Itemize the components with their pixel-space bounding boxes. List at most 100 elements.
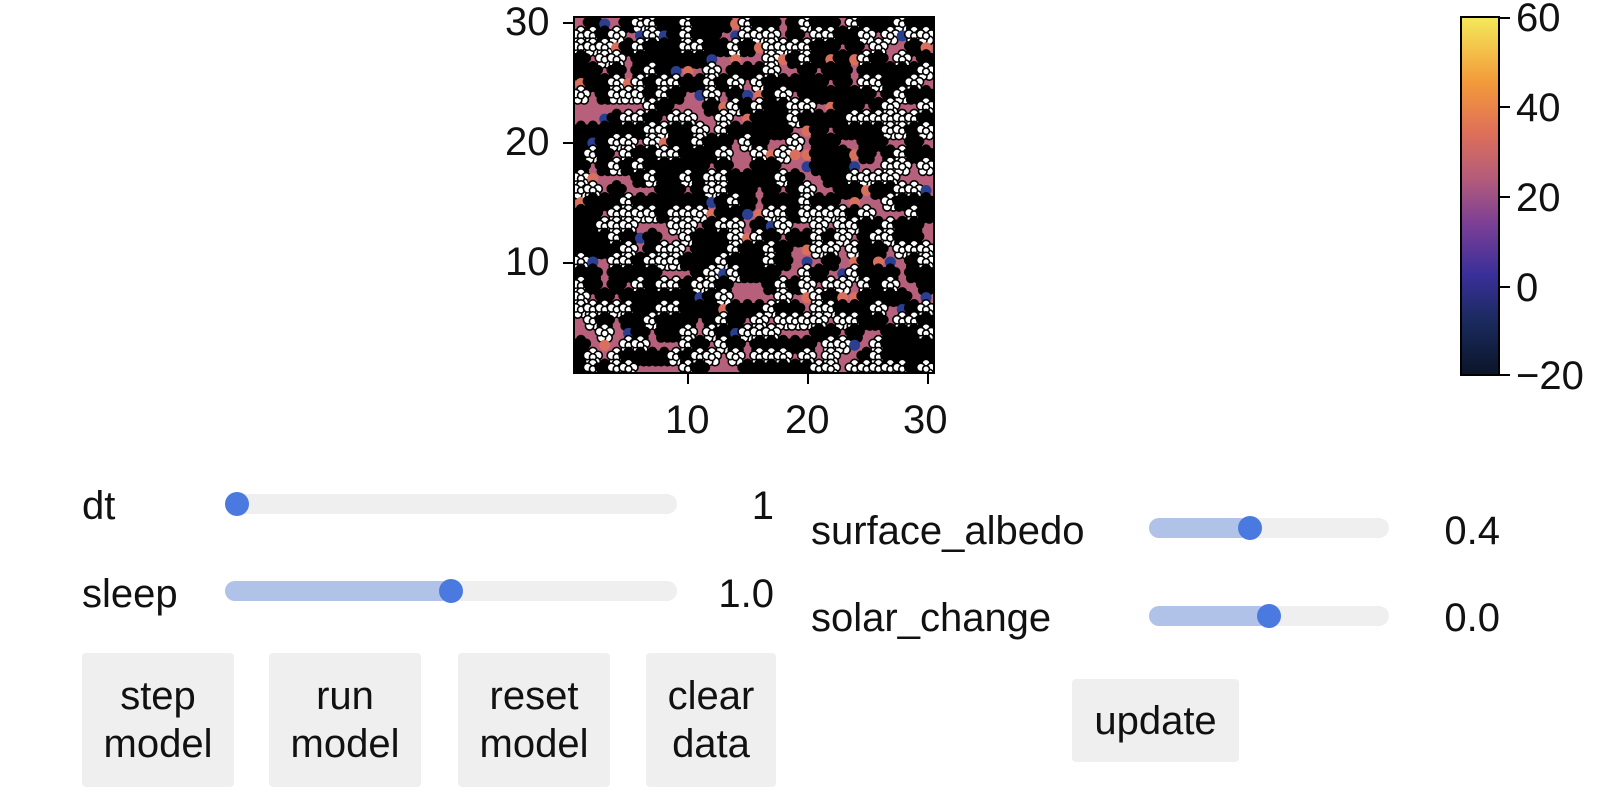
- patch-marker: [742, 208, 754, 220]
- patch-marker: [789, 149, 801, 161]
- white-daisy-marker: [832, 227, 853, 248]
- white-daisy-marker: [701, 346, 723, 367]
- black-daisy-marker: [820, 251, 842, 272]
- surface-albedo-value: 0.4: [1444, 509, 1500, 553]
- surface-albedo-label: surface_albedo: [811, 509, 1085, 553]
- colorbar-tick: [1500, 196, 1510, 198]
- colorbar-tick-label: −20: [1516, 354, 1584, 398]
- white-daisy-marker: [618, 358, 639, 372]
- patch-marker: [599, 339, 611, 351]
- agents-scatter: [575, 18, 933, 372]
- x-tick: [927, 374, 929, 384]
- black-daisy-marker: [808, 263, 830, 284]
- white-daisy-marker: [820, 358, 842, 372]
- x-tick-label: 30: [903, 398, 948, 442]
- black-daisy-marker: [725, 310, 746, 331]
- dt-value: 1: [751, 484, 774, 528]
- run-model-button-line1: run: [316, 674, 374, 718]
- white-daisy-marker: [725, 215, 746, 236]
- white-daisy-marker: [575, 84, 592, 105]
- white-daisy-marker: [892, 156, 913, 177]
- black-daisy-marker: [915, 203, 933, 224]
- x-tick-label: 10: [665, 398, 710, 442]
- x-tick: [687, 374, 689, 384]
- white-daisy-marker: [915, 61, 933, 81]
- y-tick-label: 10: [505, 240, 550, 284]
- black-daisy-marker: [856, 144, 877, 165]
- white-daisy-marker: [773, 144, 794, 165]
- solar-change-slider[interactable]: [1149, 604, 1389, 628]
- black-daisy-marker: [773, 120, 794, 141]
- colorbar-tick-label: 60: [1516, 0, 1561, 40]
- y-tick-label: 30: [505, 0, 550, 44]
- solar-change-value: 0.0: [1444, 596, 1500, 640]
- black-daisy-marker: [713, 275, 734, 296]
- black-daisy-marker: [737, 37, 758, 58]
- black-daisy-marker: [701, 96, 723, 117]
- dt-slider[interactable]: [225, 492, 677, 516]
- update-button[interactable]: update: [1072, 679, 1239, 762]
- colorbar-tick: [1500, 106, 1510, 108]
- dt-slider-handle[interactable]: [225, 492, 249, 516]
- solar-change-slider-fill: [1149, 606, 1269, 626]
- black-daisy-marker: [903, 263, 925, 284]
- sleep-slider-fill: [225, 581, 451, 601]
- y-tick-label: 20: [505, 120, 550, 164]
- white-daisy-marker: [856, 25, 877, 46]
- patch-marker: [849, 339, 861, 351]
- white-daisy-marker: [880, 25, 901, 46]
- step-model-button-line1: step: [120, 674, 196, 718]
- black-daisy-marker: [868, 239, 889, 260]
- sleep-value: 1.0: [718, 572, 774, 616]
- surface-albedo-slider-fill: [1149, 518, 1250, 538]
- black-daisy-marker: [856, 84, 877, 105]
- white-daisy-marker: [915, 358, 933, 372]
- clear-data-button-line1: clear: [667, 674, 755, 718]
- sleep-slider[interactable]: [225, 579, 677, 603]
- clear-data-button-line2: data: [672, 722, 750, 766]
- black-daisy-marker: [820, 37, 842, 58]
- temperature-colorbar: [1460, 16, 1500, 376]
- reset-model-button-line1: reset: [489, 674, 579, 718]
- y-tick: [563, 142, 573, 144]
- step-model-button[interactable]: step model: [82, 653, 234, 787]
- white-daisy-marker: [915, 25, 933, 46]
- black-daisy-marker: [844, 37, 865, 58]
- black-daisy-marker: [915, 275, 933, 296]
- dt-label: dt: [82, 484, 116, 528]
- white-daisy-marker: [832, 275, 853, 296]
- reset-model-button[interactable]: reset model: [458, 653, 610, 787]
- colorbar-tick-label: 20: [1516, 176, 1561, 220]
- black-daisy-marker: [892, 287, 913, 308]
- y-tick: [563, 262, 573, 264]
- y-tick: [563, 22, 573, 24]
- surface-albedo-slider[interactable]: [1149, 516, 1389, 540]
- black-daisy-marker: [689, 49, 711, 70]
- x-tick-label: 20: [785, 398, 830, 442]
- sleep-label: sleep: [82, 572, 178, 616]
- black-daisy-marker: [689, 358, 711, 372]
- colorbar-tick-label: 0: [1516, 266, 1539, 310]
- colorbar-tick-label: 40: [1516, 86, 1561, 130]
- update-button-label: update: [1094, 698, 1217, 743]
- grid-plot: [573, 16, 935, 374]
- x-tick: [807, 374, 809, 384]
- black-daisy-marker: [903, 37, 925, 58]
- clear-data-button[interactable]: clear data: [646, 653, 776, 787]
- white-daisy-marker: [725, 346, 746, 367]
- sleep-slider-handle[interactable]: [439, 579, 463, 603]
- colorbar-tick: [1500, 374, 1510, 376]
- solar-change-slider-handle[interactable]: [1257, 604, 1281, 628]
- black-daisy-marker: [868, 310, 889, 331]
- surface-albedo-slider-handle[interactable]: [1237, 516, 1262, 540]
- colorbar-tick: [1500, 286, 1510, 288]
- solar-change-label: solar_change: [811, 596, 1052, 640]
- run-model-button[interactable]: run model: [269, 653, 421, 787]
- white-daisy-marker: [915, 156, 933, 177]
- black-daisy-marker: [773, 251, 794, 272]
- run-model-button-line2: model: [290, 722, 400, 766]
- white-daisy-marker: [784, 132, 806, 153]
- black-daisy-marker: [713, 18, 734, 34]
- reset-model-button-line2: model: [479, 722, 589, 766]
- colorbar-tick: [1500, 17, 1510, 19]
